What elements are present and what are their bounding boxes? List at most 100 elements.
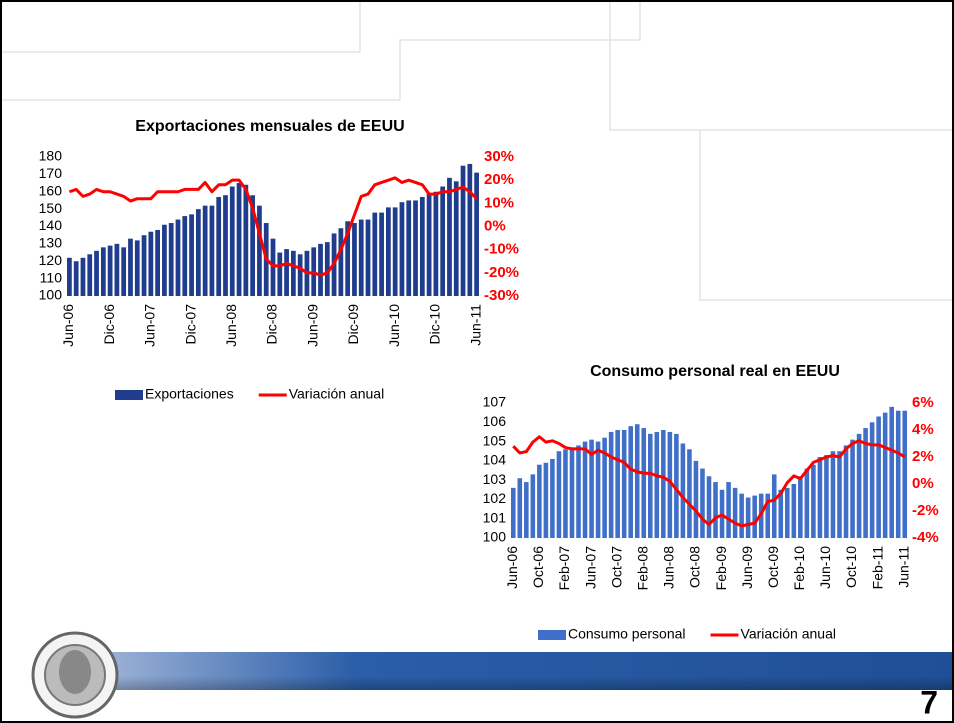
bar [257, 205, 262, 296]
bar [576, 445, 581, 538]
bar [318, 243, 323, 296]
y-tick-label: 102 [483, 490, 507, 506]
y-tick-label: 130 [39, 235, 63, 251]
bar [517, 478, 523, 538]
bar [556, 451, 562, 538]
bar [589, 439, 594, 538]
bar [460, 165, 466, 296]
bar [680, 443, 686, 538]
bar [100, 247, 106, 296]
x-tick-label: Jun-06 [60, 304, 76, 347]
bar [706, 476, 712, 538]
bar [752, 495, 757, 538]
bar [537, 464, 542, 538]
bar [895, 410, 901, 538]
bar [876, 416, 881, 538]
bar [837, 451, 842, 538]
bar [713, 482, 718, 538]
x-tick-label: Jun-10 [817, 546, 833, 589]
line [68, 176, 478, 277]
bar [128, 238, 133, 296]
y-tick-label: 106 [483, 413, 507, 429]
x-tick-label: Feb-10 [791, 546, 807, 591]
bar [771, 474, 777, 538]
bar [372, 212, 378, 296]
bar [817, 457, 823, 538]
y2-tick-label: 2% [912, 448, 934, 465]
y-tick-label: 110 [40, 269, 63, 285]
bar [608, 431, 614, 538]
bar [80, 257, 86, 296]
bar [739, 493, 744, 538]
bar [856, 433, 862, 538]
bar [889, 406, 894, 538]
bar [155, 229, 160, 296]
bar [284, 249, 289, 296]
bar [107, 245, 113, 296]
y2-tick-label: 0% [484, 217, 506, 234]
bar [386, 207, 391, 296]
x-tick-label: Jun-11 [895, 546, 911, 588]
bar [338, 228, 344, 296]
bar [661, 430, 666, 538]
chart-title: Consumo personal real en EEUU [590, 363, 840, 380]
bar [243, 184, 249, 296]
legend-swatch [538, 630, 566, 640]
bar [902, 410, 908, 538]
x-tick-label: Feb-08 [634, 546, 650, 591]
bar [148, 231, 154, 296]
bar [426, 193, 432, 296]
bar [392, 207, 398, 296]
x-tick-label: Oct-07 [608, 546, 624, 588]
bar [189, 214, 194, 296]
bar [413, 200, 418, 296]
bar [791, 484, 797, 538]
y2-tick-label: 20% [484, 171, 514, 188]
page-number: 7 [920, 684, 938, 720]
x-tick-label: Feb-07 [556, 546, 572, 591]
legend-label: Consumo personal [568, 626, 686, 642]
bar [467, 163, 473, 296]
bar [87, 254, 93, 296]
bar [530, 474, 536, 538]
bar [524, 482, 529, 538]
bar [811, 464, 816, 538]
bar [602, 437, 607, 538]
logo [31, 631, 119, 719]
bar [628, 426, 633, 538]
bar [141, 235, 147, 296]
y-tick-label: 100 [39, 287, 63, 303]
bar [785, 487, 790, 538]
x-tick-label: Dic-08 [264, 304, 280, 345]
bar [850, 439, 855, 538]
x-tick-label: Jun-07 [582, 546, 598, 589]
bar [379, 212, 384, 296]
bar [824, 455, 829, 538]
y2-tick-label: -30% [484, 287, 519, 304]
bar [406, 200, 412, 296]
bar [693, 460, 699, 538]
y-tick-label: 107 [483, 394, 507, 410]
bar [654, 431, 660, 538]
bar [419, 196, 425, 296]
bar [569, 447, 575, 538]
bar [474, 172, 479, 296]
bar [726, 482, 731, 538]
bar [778, 489, 784, 538]
bar [114, 243, 120, 296]
bar [216, 196, 222, 296]
bar [765, 493, 771, 538]
bar [869, 422, 875, 538]
bar [175, 219, 181, 296]
y-tick-label: 120 [39, 252, 63, 268]
y-tick-label: 103 [483, 471, 507, 487]
bar [863, 428, 868, 538]
x-tick-label: Jun-08 [223, 304, 239, 347]
y2-tick-label: -4% [912, 529, 939, 546]
bar [195, 209, 201, 296]
bar [121, 247, 127, 296]
bar [550, 458, 555, 538]
bar [798, 476, 803, 538]
bar [647, 433, 653, 538]
